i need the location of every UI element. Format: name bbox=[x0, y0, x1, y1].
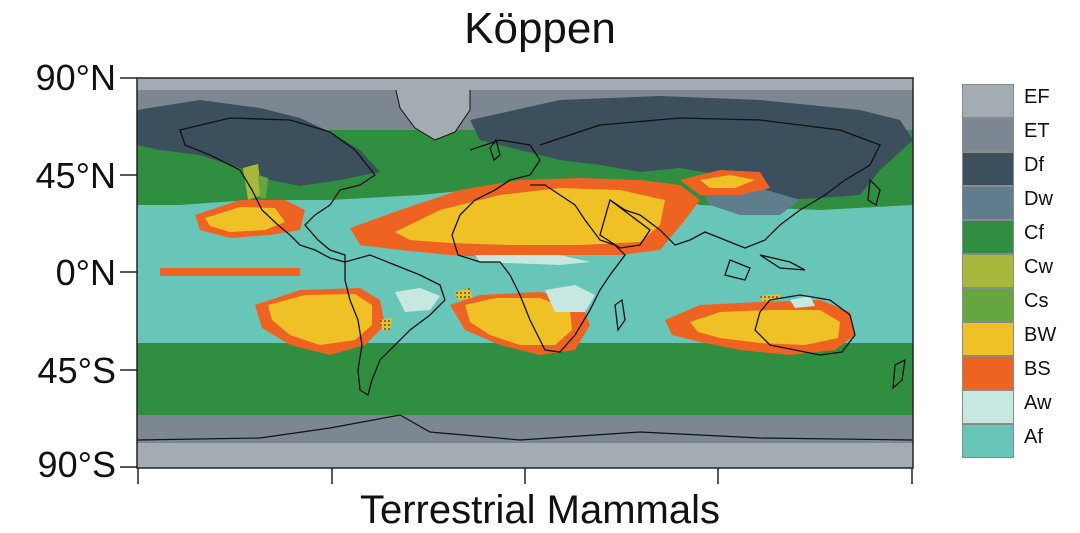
legend-swatch bbox=[962, 152, 1014, 186]
lat-label-45s: 45°S bbox=[37, 350, 116, 391]
lat-label-0n: 0°N bbox=[55, 252, 116, 293]
lat-label-45n: 45°N bbox=[35, 155, 116, 196]
zone-bs-pacific bbox=[160, 268, 300, 276]
zone-bw-sahara-arabia bbox=[395, 188, 665, 245]
legend-swatch bbox=[962, 288, 1014, 322]
zone-cf-south bbox=[137, 343, 913, 415]
lon-ticks bbox=[137, 468, 913, 484]
legend-swatch bbox=[962, 186, 1014, 220]
legend-label: ET bbox=[1024, 120, 1050, 142]
legend-swatch bbox=[962, 84, 1014, 118]
legend-swatch bbox=[962, 118, 1014, 152]
legend-label: Af bbox=[1024, 426, 1043, 448]
zone-aw-africa bbox=[545, 285, 595, 312]
legend-swatch bbox=[962, 390, 1014, 424]
zone-bw-central-asia bbox=[700, 175, 755, 188]
legend-label: Cf bbox=[1024, 222, 1044, 244]
legend-label: BW bbox=[1024, 324, 1057, 346]
legend-label: Dw bbox=[1024, 188, 1053, 210]
legend-swatch bbox=[962, 220, 1014, 254]
zone-aw-brazil bbox=[395, 288, 440, 312]
legend-label: EF bbox=[1024, 86, 1050, 108]
legend-swatch bbox=[962, 424, 1014, 458]
legend-label: Cw bbox=[1024, 256, 1053, 278]
legend-swatch bbox=[962, 254, 1014, 288]
zone-ef-south bbox=[137, 443, 913, 468]
lat-label-90s: 90°S bbox=[37, 444, 116, 485]
zone-bw-safrica bbox=[465, 298, 572, 345]
zone-cs bbox=[258, 175, 268, 198]
zone-bw-samerica bbox=[268, 294, 372, 345]
zone-bw-australia bbox=[690, 310, 840, 345]
lat-ticks bbox=[120, 77, 137, 468]
legend-swatch bbox=[962, 322, 1014, 356]
map-title: Köppen bbox=[464, 4, 616, 53]
lat-label-90n: 90°N bbox=[35, 57, 116, 98]
climate-map bbox=[120, 77, 914, 484]
legend-label: Aw bbox=[1024, 392, 1052, 414]
legend-label: Cs bbox=[1024, 290, 1049, 312]
zone-df-america bbox=[137, 100, 380, 186]
legend-swatch bbox=[962, 356, 1014, 390]
legend-label: BS bbox=[1024, 358, 1051, 380]
zone-cw bbox=[243, 164, 262, 200]
zone-df-eurasia bbox=[470, 96, 913, 200]
legend-label: Df bbox=[1024, 154, 1044, 176]
x-axis-label: Terrestrial Mammals bbox=[359, 488, 721, 532]
map-body bbox=[137, 78, 913, 468]
coastlines bbox=[179, 117, 906, 397]
